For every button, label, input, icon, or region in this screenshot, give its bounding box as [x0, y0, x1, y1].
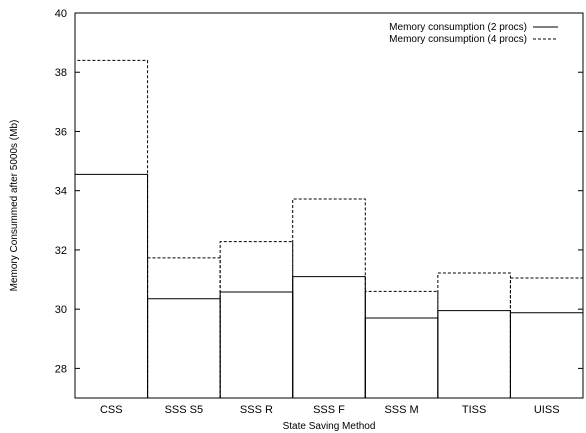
bar-2-procs-sss-r — [219, 291, 294, 398]
y-tick-label: 30 — [55, 304, 67, 316]
bar-2-procs-sss-m — [364, 317, 439, 398]
x-tick-label: SSS F — [313, 404, 345, 416]
x-tick-label: UISS — [534, 404, 560, 416]
axes-layer: 28 30 32 34 36 38 40 CSS SSS S5 SSS R SSS F SSS M TI… — [55, 8, 584, 416]
bar-4-procs-uiss — [509, 277, 584, 398]
y-tick-label: 34 — [55, 186, 67, 198]
bar-4-procs-css — [74, 59, 149, 398]
bar-2-procs-sss-s5 — [147, 298, 221, 398]
bar-4-procs-sss-s5 — [147, 257, 221, 398]
x-tick-label: CSS — [100, 404, 123, 416]
plot-frame — [74, 12, 584, 399]
bar-4-procs-tiss — [437, 272, 511, 398]
bar-2-procs-sss-f — [292, 276, 366, 398]
legend-label: Memory consumption (4 procs) — [389, 34, 527, 45]
y-tick-label: 36 — [55, 126, 67, 138]
legend-label: Memory consumption (2 procs) — [389, 22, 527, 33]
x-tick-label: SSS M — [384, 404, 418, 416]
y-axis-label: Memory Consummed after 5000s (Mb) — [9, 120, 20, 292]
y-tick-label: 32 — [55, 245, 67, 257]
bar-2-procs-tiss — [437, 310, 511, 398]
bar-2-procs-uiss — [509, 312, 584, 398]
y-tick-label: 38 — [55, 67, 67, 79]
bar-2-procs-css — [74, 173, 149, 398]
bar-4-procs-sss-r — [219, 241, 294, 398]
bar-4-procs-sss-m — [364, 290, 439, 398]
x-axis-label: State Saving Method — [283, 421, 376, 432]
y-tick-label: 28 — [55, 363, 67, 375]
plot-layer — [74, 59, 584, 398]
legend: Memory consumption (2 procs)Memory consu… — [389, 22, 558, 45]
x-tick-label: TISS — [462, 404, 486, 416]
x-tick-label: SSS R — [240, 404, 273, 416]
x-tick-label: SSS S5 — [165, 404, 204, 416]
bar-4-procs-sss-f — [292, 198, 366, 398]
y-tick-label: 40 — [55, 8, 67, 20]
